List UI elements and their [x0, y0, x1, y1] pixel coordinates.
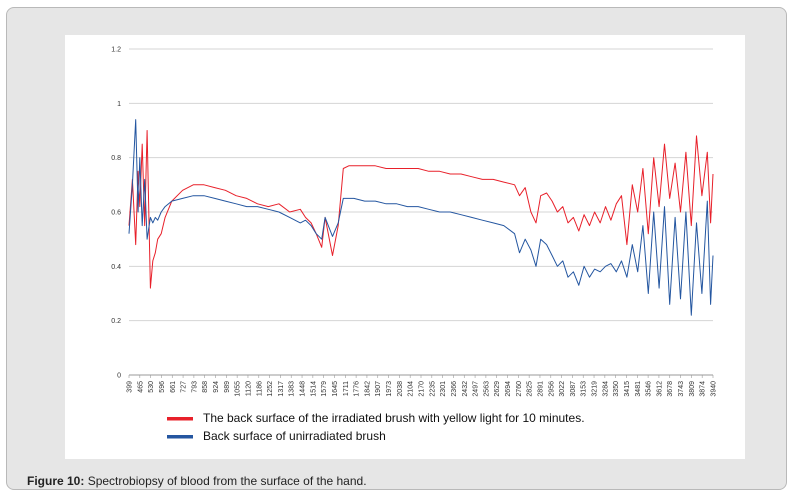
x-tick-label: 2956 [548, 381, 555, 397]
x-tick-label: 1776 [354, 381, 361, 397]
x-tick-label: 3022 [559, 381, 566, 397]
x-tick-label: 465 [137, 381, 144, 393]
x-tick-label: 1514 [310, 381, 317, 397]
y-tick-label: 0 [117, 373, 121, 380]
x-tick-label: 727 [181, 381, 188, 393]
caption-label: Figure 10: [27, 474, 85, 488]
legend-label-irradiated: The back surface of the irradiated brush… [203, 411, 585, 425]
x-tick-label: 3809 [689, 381, 696, 397]
y-tick-label: 0.4 [111, 264, 121, 271]
y-tick-label: 0.8 [111, 155, 121, 162]
x-tick-label: 2366 [451, 381, 458, 397]
x-tick-label: 3546 [646, 381, 653, 397]
x-tick-label: 2301 [440, 381, 447, 397]
x-tick-label: 3350 [613, 381, 620, 397]
y-tick-label: 0.2 [111, 318, 121, 325]
x-tick-label: 858 [202, 381, 209, 393]
x-tick-label: 2629 [494, 381, 501, 397]
x-tick-label: 3940 [711, 381, 718, 397]
x-tick-label: 2235 [429, 381, 436, 397]
x-tick-label: 3284 [602, 381, 609, 397]
x-tick-label: 3153 [581, 381, 588, 397]
x-tick-label: 3415 [624, 381, 631, 397]
x-tick-label: 2497 [473, 381, 480, 397]
x-tick-label: 989 [224, 381, 231, 393]
y-tick-label: 1 [117, 101, 121, 108]
spectrum-line-chart: 0 0.2 0.4 0.6 0.8 1 1.2 399 465 530 596 661 727 793 85… [111, 47, 717, 444]
x-tick-label: 399 [127, 381, 134, 393]
figure-caption: Figure 10: Spectrobiopsy of blood from t… [27, 474, 367, 488]
gridlines [129, 48, 713, 376]
legend-swatch-unirradiated [167, 435, 193, 439]
x-tick-label: 924 [213, 381, 220, 393]
x-tick-label: 530 [148, 381, 155, 393]
x-tick-label: 3612 [656, 381, 663, 397]
x-tick-label: 1907 [375, 381, 382, 397]
axes: 0 0.2 0.4 0.6 0.8 1 1.2 399 465 530 596 661 727 793 85… [111, 47, 717, 397]
series-lines [128, 119, 714, 316]
x-tick-label: 1317 [278, 381, 285, 397]
x-tick-label: 2104 [408, 381, 415, 397]
x-tick-label: 793 [191, 381, 198, 393]
chart-panel: 0 0.2 0.4 0.6 0.8 1 1.2 399 465 530 596 661 727 793 85… [65, 35, 745, 459]
x-tick-label: 1645 [332, 381, 339, 397]
x-tick-label: 1383 [289, 381, 296, 397]
x-tick-label: 3743 [678, 381, 685, 397]
legend-label-unirradiated: Back surface of unirradiated brush [203, 429, 386, 443]
caption-text: Spectrobiopsy of blood from the surface … [84, 474, 367, 488]
x-tick-label: 1448 [300, 381, 307, 397]
x-tick-label: 661 [170, 381, 177, 393]
x-tick-label: 2563 [483, 381, 490, 397]
x-tick-label: 3678 [667, 381, 674, 397]
x-tick-label: 3087 [570, 381, 577, 397]
x-tick-label: 2760 [516, 381, 523, 397]
x-tick-label: 1252 [267, 381, 274, 397]
x-tick-label: 3481 [635, 381, 642, 397]
y-tick-label: 0.6 [111, 210, 121, 217]
x-tick-label: 2825 [527, 381, 534, 397]
x-tick-label: 1055 [235, 381, 242, 397]
x-tick-label: 1842 [364, 381, 371, 397]
legend: The back surface of the irradiated brush… [167, 411, 585, 443]
x-tick-label: 1973 [386, 381, 393, 397]
x-tick-label: 1120 [245, 381, 252, 396]
x-tick-label: 3874 [700, 381, 707, 397]
x-tick-label: 1186 [256, 381, 263, 396]
x-tick-label: 2694 [505, 381, 512, 397]
figure-frame: 0 0.2 0.4 0.6 0.8 1 1.2 399 465 530 596 661 727 793 85… [6, 7, 787, 490]
series-line-unirradiated [128, 119, 714, 316]
x-tick-label: 596 [159, 381, 166, 393]
x-tick-label: 2038 [397, 381, 404, 397]
x-tick-label: 2432 [462, 381, 469, 397]
legend-swatch-irradiated [167, 417, 193, 421]
x-tick-label: 1579 [321, 381, 328, 397]
x-tick-label: 1711 [343, 381, 350, 396]
series-line-irradiated [128, 130, 714, 289]
y-tick-label: 1.2 [111, 47, 121, 54]
x-tick-label: 3219 [592, 381, 599, 397]
x-tick-label: 2891 [537, 381, 544, 397]
x-tick-label: 2170 [419, 381, 426, 397]
